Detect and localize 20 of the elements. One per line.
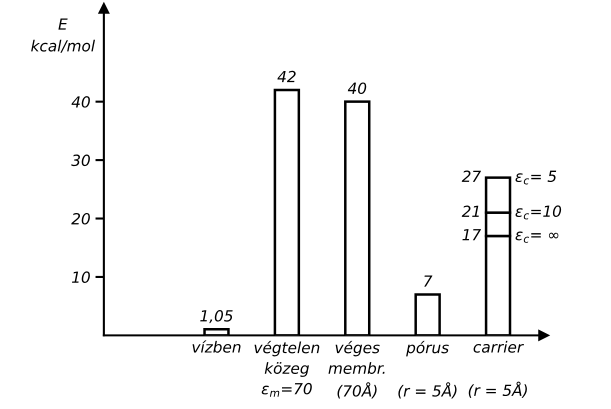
category-label: carrier (r = 5Å)	[468, 340, 527, 398]
x-tick-label: véges membr. (70Å)	[328, 340, 385, 398]
annotation: 21	[462, 206, 479, 217]
data-label: 42	[277, 70, 296, 82]
annotation: 17	[462, 229, 482, 240]
y-tick-label: 20	[71, 212, 90, 225]
annotation: 27	[462, 170, 482, 182]
y-tick-label: 30	[71, 154, 90, 166]
series-label: ε$_{c}$= 5	[516, 170, 556, 184]
category-label: pórus (r = 5Å)	[398, 340, 457, 398]
series-label: ε$_{c}$=10	[516, 205, 562, 220]
series-label: ε$_{c}$= ∞	[516, 232, 558, 243]
y-axis-title: E kcal/mol	[31, 18, 95, 53]
x-tick-label: végtelen közeg ε$_{m}$=70	[254, 340, 320, 397]
y-tick-label: 10	[72, 271, 90, 283]
data-label: 1,05	[200, 310, 233, 324]
y-tick-label: 40	[72, 96, 90, 108]
data-label: 7	[424, 275, 432, 287]
x-tick-label: vízben	[192, 340, 240, 353]
data-label: 40	[348, 82, 366, 94]
